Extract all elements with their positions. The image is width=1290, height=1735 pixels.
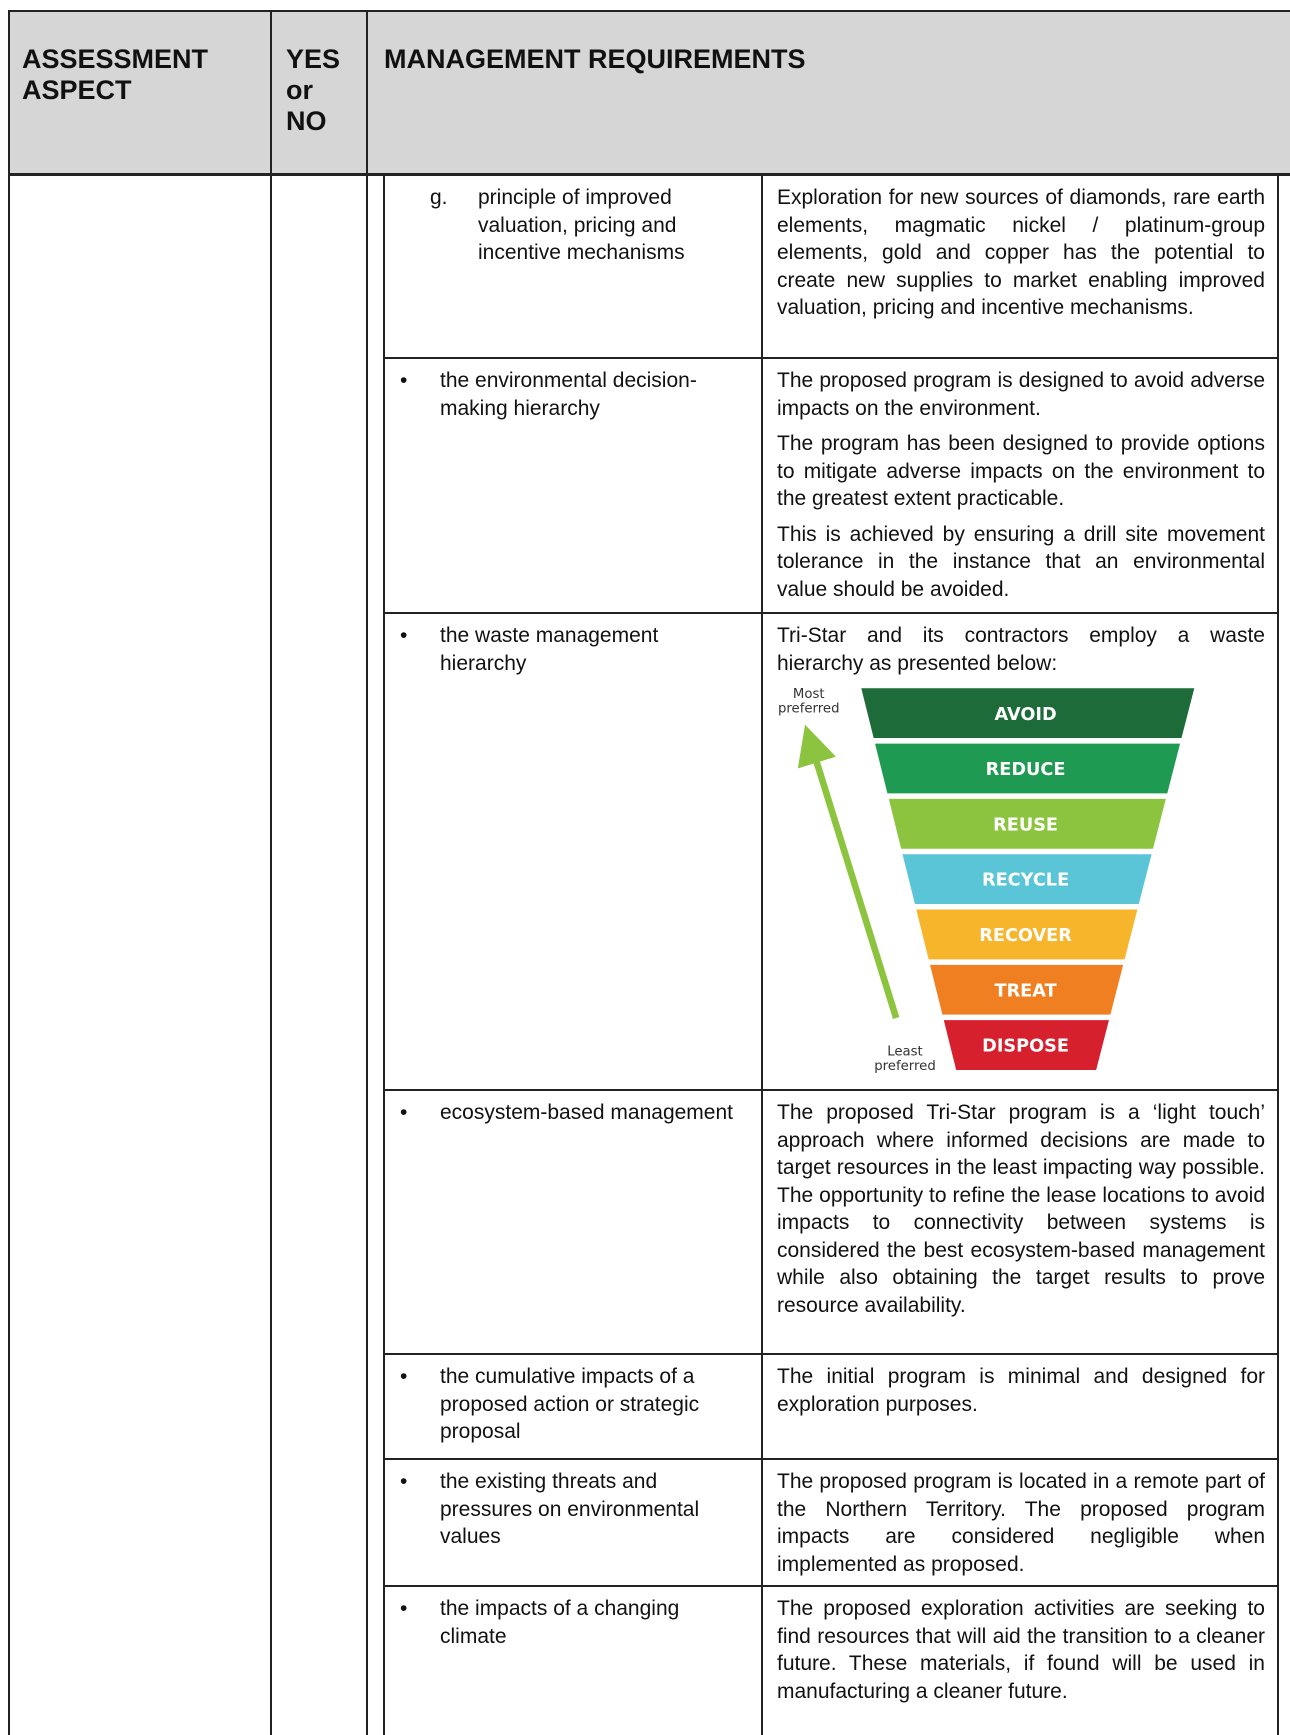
band-label: RECOVER <box>979 926 1072 946</box>
paragraph: This is achieved by ensuring a drill sit… <box>777 522 1265 601</box>
item-marker: g. <box>430 186 448 209</box>
item-marker: • <box>400 1597 408 1620</box>
rule <box>383 1458 1279 1460</box>
item-text: ecosystem-based management <box>440 1101 733 1124</box>
item-text: the existing threats and pressures on en… <box>440 1470 700 1548</box>
item-text: principle of improved valuation, pricing… <box>478 186 685 264</box>
rule <box>383 1089 1279 1091</box>
response: The proposed exploration activities are … <box>777 1595 1265 1713</box>
rule <box>383 612 1279 614</box>
funnel-band <box>861 688 1195 739</box>
response: The proposed Tri-Star program is a ‘ligh… <box>777 1099 1265 1327</box>
band-label: REUSE <box>993 815 1058 835</box>
item-text: the waste management hierarchy <box>440 624 659 675</box>
rule <box>8 10 10 1735</box>
item-text: the cumulative impacts of a proposed act… <box>440 1365 700 1443</box>
response: Tri-Star and its contractors employ a wa… <box>777 622 1265 685</box>
paragraph: The initial program is minimal and desig… <box>777 1365 1265 1416</box>
rule <box>383 174 385 1735</box>
rule <box>270 10 272 1735</box>
band-label: AVOID <box>994 705 1056 725</box>
response: The proposed program is designed to avoi… <box>777 367 1265 611</box>
item-marker: • <box>400 1365 408 1388</box>
funnel-band <box>930 964 1124 1015</box>
response: The proposed program is located in a rem… <box>777 1468 1265 1586</box>
funnel-band <box>943 1020 1109 1070</box>
paragraph: Tri-Star and its contractors employ a wa… <box>777 624 1265 675</box>
funnel-band <box>902 854 1152 905</box>
item-marker: • <box>400 1470 408 1493</box>
paragraph: The proposed Tri-Star program is a ‘ligh… <box>777 1101 1265 1317</box>
rule <box>9 10 1290 12</box>
item-text: the environmental decision-making hierar… <box>440 369 697 420</box>
rule <box>1277 174 1279 1735</box>
band-label: RECYCLE <box>982 871 1069 891</box>
rule <box>761 174 763 1735</box>
header-aspect: ASSESSMENT ASPECT <box>22 44 209 105</box>
item-text: the impacts of a changing climate <box>440 1597 680 1648</box>
paragraph: Exploration for new sources of diamonds,… <box>777 186 1265 319</box>
item-marker: • <box>400 1101 408 1124</box>
arrow <box>797 724 900 1019</box>
paragraph: The proposed program is designed to avoi… <box>777 369 1265 420</box>
funnel-band <box>875 743 1181 794</box>
response: The initial program is minimal and desig… <box>777 1363 1265 1426</box>
header-yes-no: YES or NO <box>286 44 341 136</box>
rule <box>383 357 1279 359</box>
rule <box>366 10 368 1735</box>
funnel-band <box>916 909 1138 960</box>
paragraph: The proposed exploration activities are … <box>777 1597 1265 1703</box>
funnel-band <box>888 798 1166 849</box>
rule <box>383 1353 1279 1355</box>
response: Exploration for new sources of diamonds,… <box>777 184 1265 330</box>
axis-label: Least preferred <box>874 1045 936 1074</box>
band-label: TREAT <box>995 981 1057 1001</box>
header-bg <box>9 11 1290 174</box>
paragraph: The program has been designed to provide… <box>777 432 1265 510</box>
rule <box>383 1585 1279 1587</box>
band-label: REDUCE <box>986 760 1066 780</box>
item-marker: • <box>400 624 408 647</box>
header-requirements: MANAGEMENT REQUIREMENTS <box>384 44 806 74</box>
rule <box>9 173 1290 176</box>
band-label: DISPOSE <box>982 1037 1069 1057</box>
axis-label: Most preferred <box>778 687 840 716</box>
item-marker: • <box>400 369 408 392</box>
paragraph: The proposed program is located in a rem… <box>777 1470 1265 1576</box>
